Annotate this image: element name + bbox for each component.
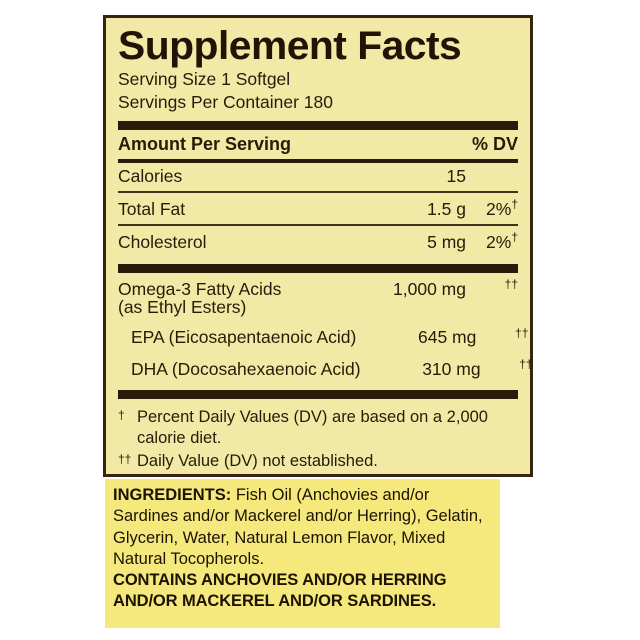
ingredients-panel: INGREDIENTS: Fish Oil (Anchovies and/or … <box>105 479 500 628</box>
nutrient-dv: †† <box>476 327 528 347</box>
dagger-mark: † <box>511 197 518 212</box>
nutrient-amount: 5 mg <box>427 232 466 253</box>
table-row: Omega-3 Fatty Acids 1,000 mg †† <box>118 273 518 299</box>
servings-per-container-text: Servings Per Container 180 <box>118 92 333 113</box>
nutrient-dv: 2%† <box>486 197 518 219</box>
nutrient-amount: 15 <box>446 165 466 186</box>
dagger-mark: †† <box>504 276 518 291</box>
divider-thin <box>118 224 518 227</box>
page-title: Supplement Facts <box>118 24 462 68</box>
dagger-mark: † <box>118 408 125 423</box>
table-header-row: Amount Per Serving % DV <box>118 130 518 159</box>
omega-subnote: (as Ethyl Esters) <box>118 297 247 318</box>
nutrient-dv: †† <box>481 356 533 378</box>
footnotes-section: † Percent Daily Values (DV) are based on… <box>118 399 518 472</box>
nutrient-dv: †† <box>466 278 518 298</box>
ingredients-body: Fish Oil (Anchovies and/or Sardines and/… <box>113 486 483 568</box>
nutrient-amount: 1.5 g <box>427 198 466 219</box>
nutrient-label: DHA (Docosahexaenoic Acid) <box>131 358 361 379</box>
footnote-text: Percent Daily Values (DV) are based on a… <box>137 408 488 448</box>
footnote-item: † Percent Daily Values (DV) are based on… <box>118 407 518 449</box>
ingredients-label: INGREDIENTS: <box>113 486 232 504</box>
ingredients-paragraph: INGREDIENTS: Fish Oil (Anchovies and/or … <box>113 485 492 570</box>
amount-per-serving-header: Amount Per Serving <box>118 133 292 154</box>
nutrient-label: Total Fat <box>118 198 186 219</box>
footnote-item: †† Daily Value (DV) not established. <box>118 451 518 472</box>
dagger-mark: †† <box>515 325 529 340</box>
table-row: Calories 15 <box>118 163 518 192</box>
divider-thin <box>118 191 518 194</box>
divider-thick-mid <box>118 263 518 273</box>
nutrient-dv: 2%† <box>486 230 518 253</box>
dagger-mark: † <box>511 230 518 245</box>
table-row: Cholesterol 5 mg 2%† <box>118 226 518 257</box>
nutrient-amount: 1,000 mg <box>393 278 466 299</box>
divider-thick-top <box>118 120 518 130</box>
nutrient-amount: 310 mg <box>422 358 481 379</box>
dagger-mark: †† <box>519 356 533 371</box>
serving-size-text: Serving Size 1 Softgel <box>118 69 291 89</box>
percent-dv-header: % DV <box>471 133 518 154</box>
allergen-line-1: CONTAINS ANCHOVIES AND/OR HERRING <box>113 571 447 590</box>
nutrient-amount: 645 mg <box>418 327 477 348</box>
nutrient-label: Calories <box>118 165 183 186</box>
divider-thick-bottom <box>118 390 518 400</box>
footnote-text: Daily Value (DV) not established. <box>137 452 378 471</box>
supplement-facts-panel: Supplement Facts Serving Size 1 Softgel … <box>103 15 533 477</box>
divider-under-header <box>118 158 518 163</box>
allergen-line-2: AND/OR MACKEREL AND/OR SARDINES. <box>113 592 437 611</box>
double-dagger-mark: †† <box>118 452 132 467</box>
nutrient-label: Omega-3 Fatty Acids <box>118 278 282 299</box>
table-row: EPA (Eicosapentaenoic Acid) 645 mg †† <box>118 322 528 353</box>
table-row: DHA (Docosahexaenoic Acid) 310 mg †† <box>118 353 533 384</box>
nutrient-label: EPA (Eicosapentaenoic Acid) <box>131 327 357 348</box>
table-row: Total Fat 1.5 g 2%† <box>118 193 518 224</box>
nutrient-label: Cholesterol <box>118 232 207 253</box>
